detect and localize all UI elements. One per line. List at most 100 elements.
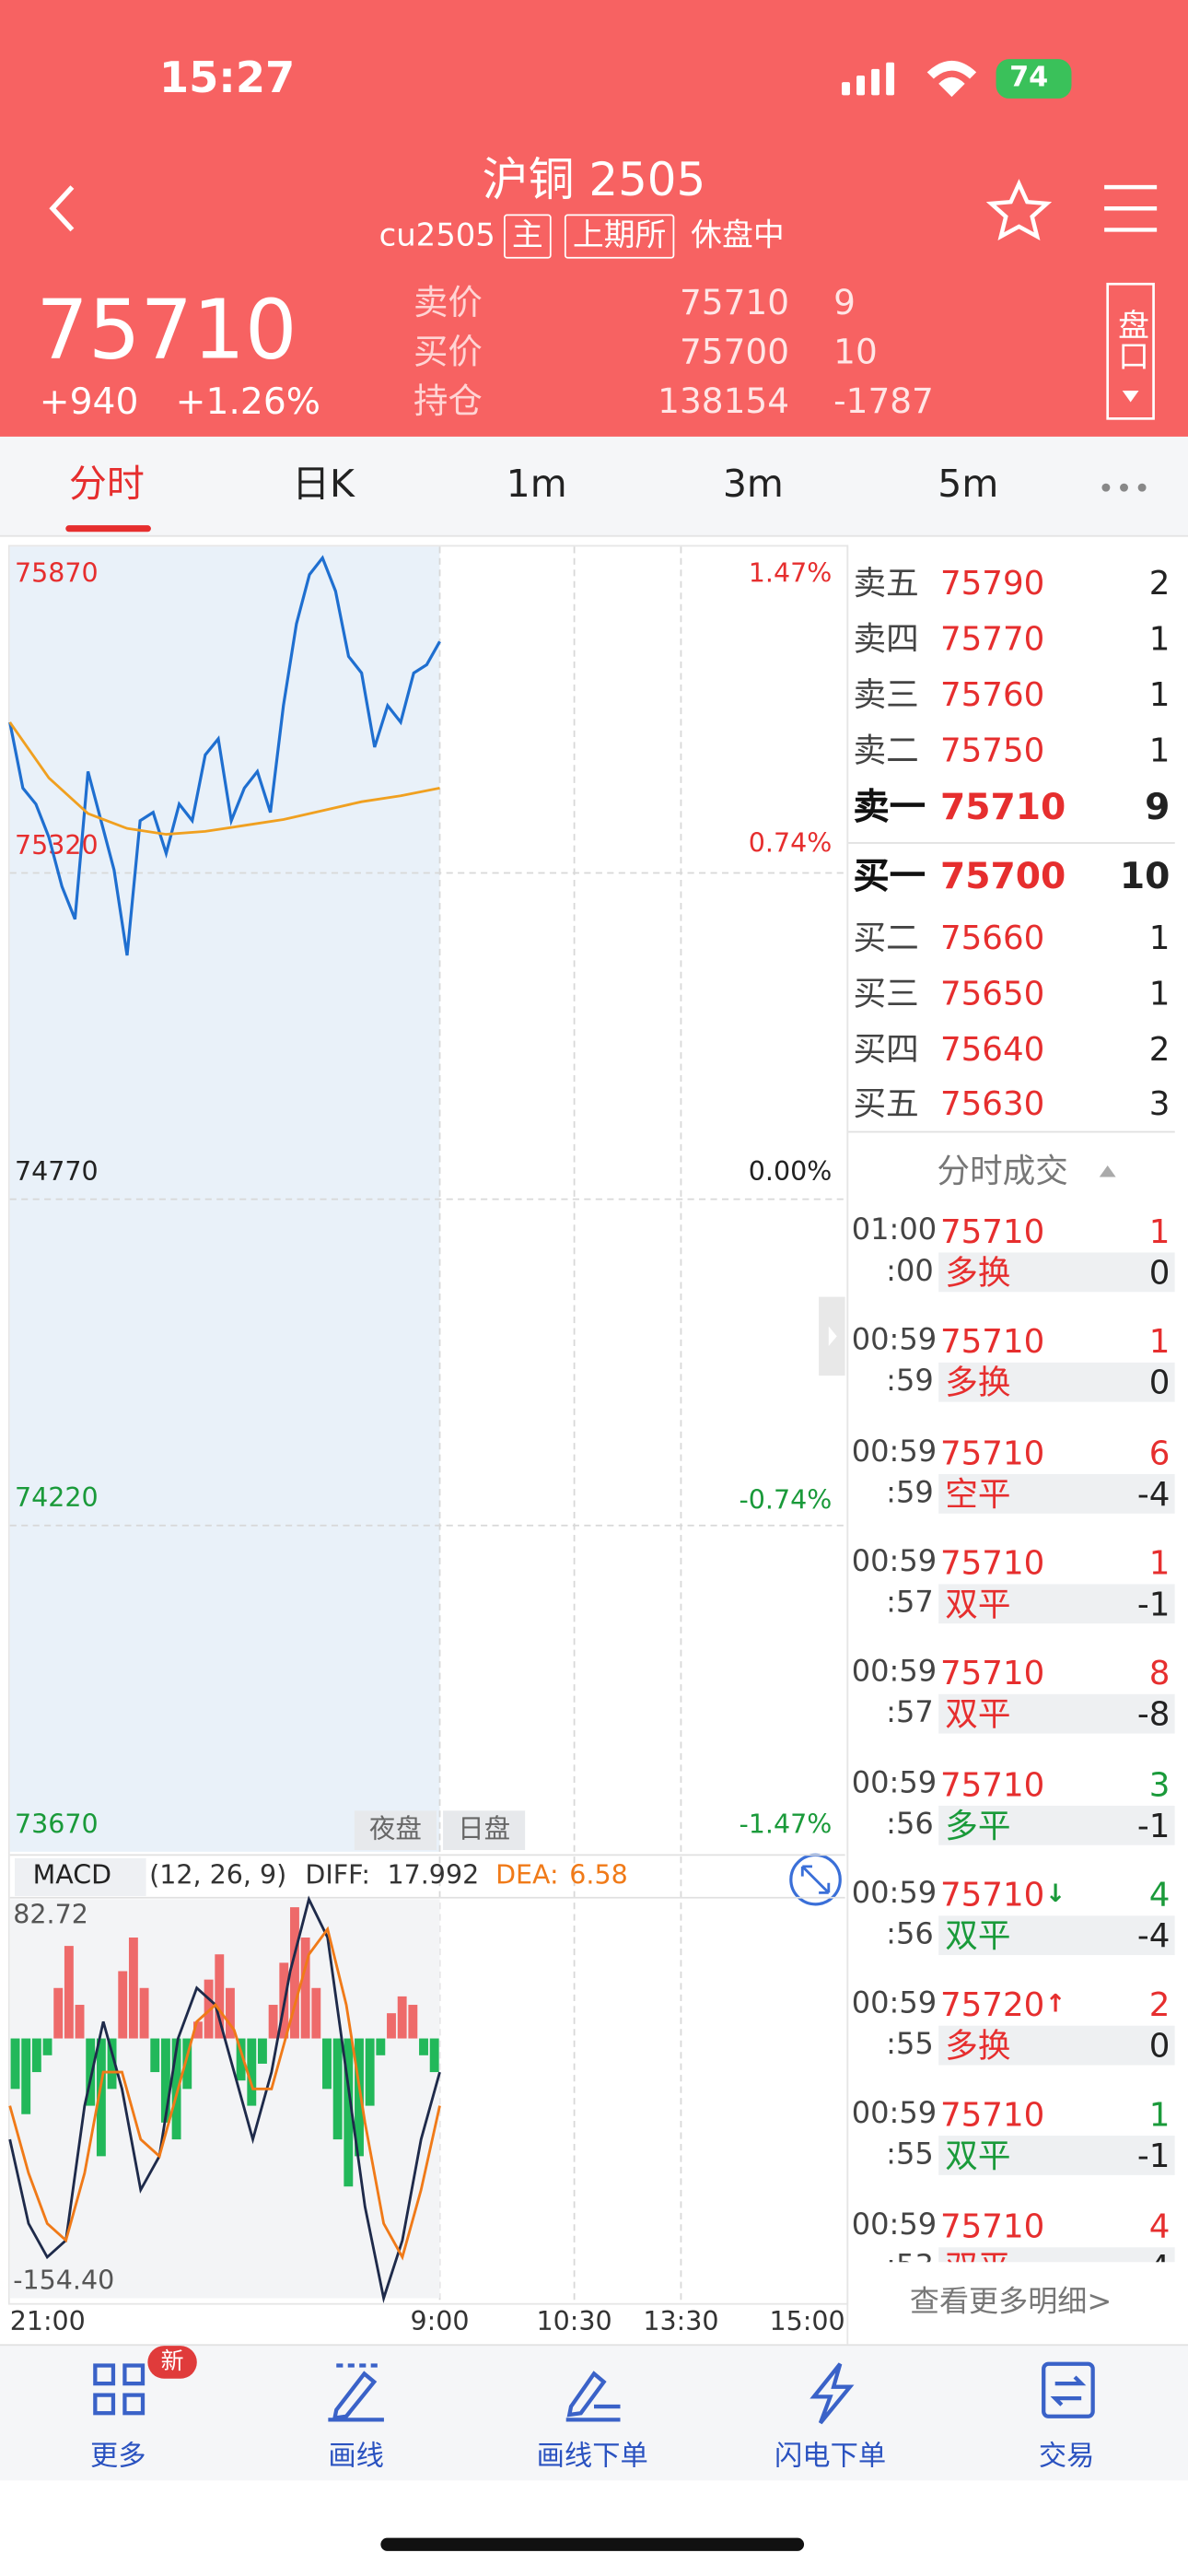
dea-label: DEA:: [495, 1860, 559, 1891]
tab[interactable]: 日K: [292, 463, 355, 507]
trade-second: :56: [886, 1806, 934, 1842]
macd-title: MACD: [33, 1860, 111, 1891]
book-price: 75750: [939, 730, 1045, 770]
session-tag-bg: [443, 1810, 526, 1851]
book-volume: 2: [1148, 563, 1171, 603]
trade-volume: 1: [1148, 1542, 1171, 1583]
tab-more[interactable]: [1101, 483, 1147, 492]
book-price: 75790: [939, 563, 1045, 603]
market-state: 休盘中: [691, 217, 785, 254]
trade-volume: 1: [1148, 2095, 1171, 2135]
session-tag-bg: [354, 1810, 437, 1851]
tab[interactable]: 3m: [722, 463, 784, 507]
trade-oi: -8: [1136, 1694, 1171, 1734]
macd-bar: [247, 2038, 257, 2106]
trade-second: :59: [886, 1364, 934, 1399]
book-divider: [848, 1130, 1175, 1133]
trade-band: [938, 1805, 1175, 1844]
panel-handle-arrow: [828, 1326, 837, 1347]
trade-type: 多换: [945, 2025, 1011, 2066]
dea-value: 6.58: [569, 1860, 627, 1891]
trade-second: :56: [886, 1916, 934, 1952]
macd-bar: [42, 2038, 52, 2055]
tab[interactable]: 1m: [506, 463, 567, 507]
average-line: [8, 721, 440, 837]
trade-type: 双平: [945, 2136, 1011, 2176]
tag: 主: [504, 214, 552, 259]
trade-volume: 4: [1148, 1874, 1171, 1914]
tag: 上期所: [564, 214, 675, 259]
macd-bar: [429, 2038, 439, 2073]
status-time: 15:27: [158, 53, 296, 104]
nav-item[interactable]: 闪电下单: [774, 2440, 887, 2474]
y-tick-label: 74220: [15, 1482, 99, 1513]
trade-volume: 1: [1148, 1321, 1171, 1362]
trades-title: 分时成交: [937, 1151, 1068, 1190]
trade-oi: -4: [1136, 1473, 1171, 1514]
book-price: 75700: [939, 857, 1066, 898]
book-volume: 2: [1148, 1029, 1171, 1069]
macd-bar: [258, 2038, 267, 2064]
trades-more[interactable]: 查看更多明细>: [909, 2285, 1112, 2320]
macd-bar: [344, 2038, 354, 2187]
x-tick-label: 15:00: [769, 2306, 844, 2336]
book-label: 卖二: [853, 730, 919, 770]
trade-time: 00:59: [851, 1434, 938, 1469]
trade-time: 00:59: [851, 1765, 938, 1800]
macd-bar: [290, 1907, 299, 2039]
dea-line: [8, 1926, 441, 2261]
nav-item[interactable]: 画线下单: [536, 2440, 648, 2474]
x-tick-label: 21:00: [10, 2306, 86, 2336]
depth-arrow: [1122, 391, 1139, 403]
quote-value: 75710: [679, 283, 790, 323]
x-tick-label: 9:00: [411, 2306, 470, 2336]
macd-bar: [204, 1979, 214, 2039]
trade-oi: 0: [1148, 2025, 1171, 2066]
trade-band: [938, 1363, 1175, 1403]
macd-bar: [118, 1971, 128, 2039]
book-price: 75630: [939, 1083, 1045, 1123]
macd-bar: [192, 2021, 203, 2039]
tab[interactable]: 5m: [938, 463, 999, 507]
macd-bar: [139, 1987, 149, 2039]
session-tag: 日盘: [458, 1814, 510, 1844]
book-price: 75650: [939, 973, 1045, 1013]
trade-arrow: ↑: [1044, 1988, 1066, 2019]
back-button[interactable]: [49, 185, 75, 232]
nav-item[interactable]: 交易: [1038, 2440, 1095, 2474]
trade-type: 双平: [945, 2250, 1010, 2262]
macd-bar: [64, 1946, 74, 2039]
macd-bar: [332, 2038, 343, 2140]
depth-button[interactable]: [1106, 282, 1155, 420]
y2-tick-label: -1.47%: [740, 1809, 833, 1839]
macd-bar: [355, 2038, 364, 2157]
macd-bar: [397, 1996, 407, 2039]
book-label: 卖三: [853, 674, 919, 715]
trade-second: :55: [886, 2027, 934, 2063]
status-icons: [842, 60, 977, 98]
y2-tick-label: 0.74%: [749, 828, 833, 859]
trade-second: :57: [886, 1585, 934, 1621]
y-tick-label: 74770: [15, 1156, 99, 1187]
book-label: 买五: [853, 1083, 919, 1123]
nav-badge-bg: [147, 2346, 197, 2379]
tab[interactable]: 分时: [68, 463, 145, 507]
menu-button[interactable]: [1104, 184, 1158, 232]
trade-second: :59: [886, 1475, 934, 1510]
nav-item[interactable]: 画线: [328, 2440, 384, 2474]
nav-item[interactable]: 更多: [89, 2440, 146, 2474]
battery: [996, 59, 1072, 99]
y2-tick-label: 0.00%: [749, 1156, 833, 1187]
macd-bar: [225, 1987, 235, 2039]
trade-volume: 6: [1148, 1432, 1171, 1472]
favorite-button[interactable]: [985, 179, 1053, 240]
book-price: 75640: [939, 1029, 1045, 1069]
trade-time: 00:59: [851, 2097, 938, 2132]
diff-label: DIFF:: [305, 1860, 370, 1891]
book-label: 买一: [853, 857, 926, 898]
y2-tick-label: 1.47%: [749, 558, 833, 589]
trade-oi: 0: [1148, 1252, 1171, 1293]
macd-bar: [160, 2038, 170, 2123]
macd-bar: [150, 2038, 160, 2073]
